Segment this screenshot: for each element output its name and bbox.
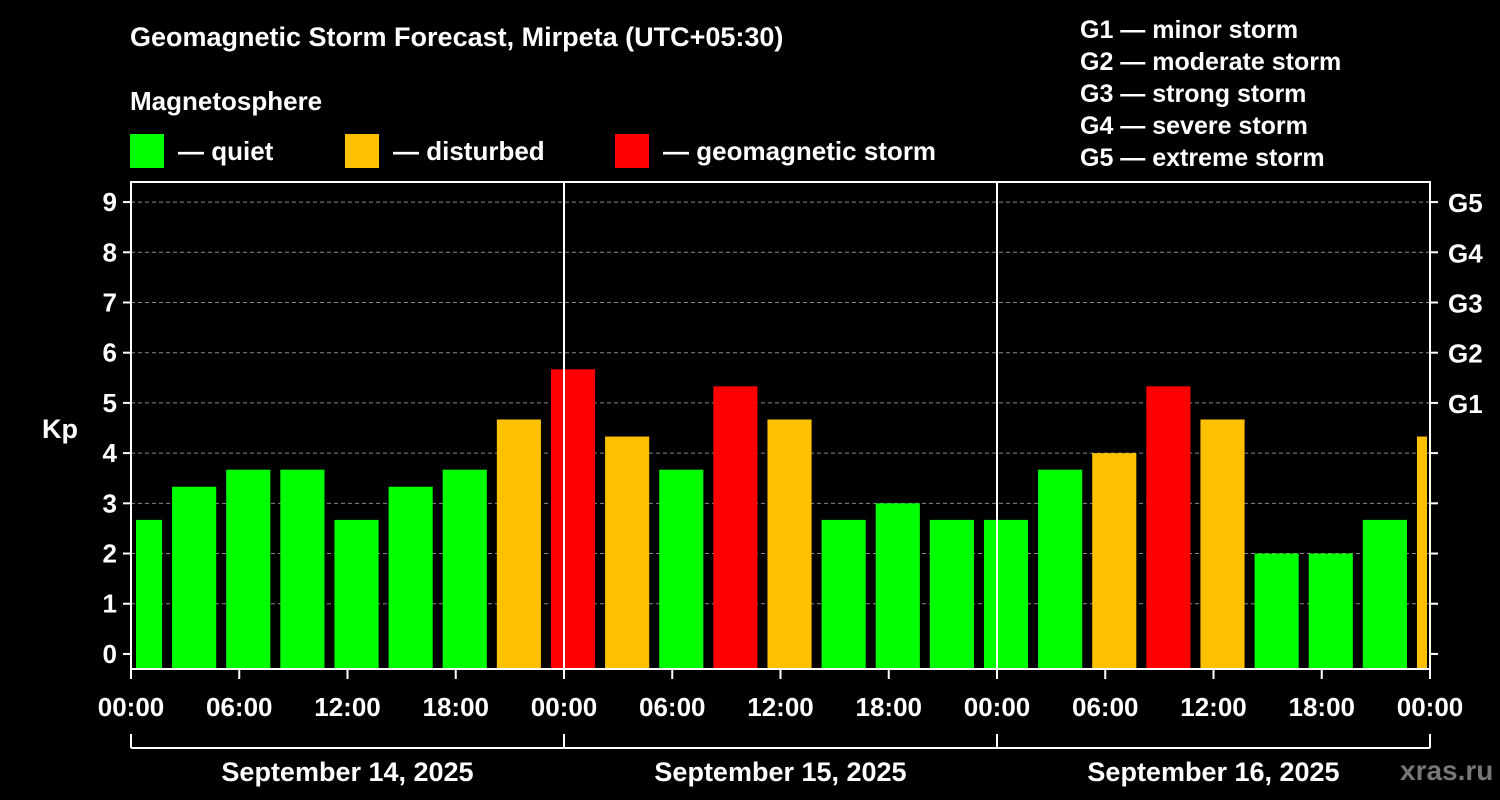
day-label-1: September 15, 2025 [654,757,906,787]
kp-bar-1 [172,486,217,669]
kp-bar-23 [1362,519,1407,669]
y-tick-label-1: 1 [103,589,117,619]
g-scale-item-g3: G3 — strong storm [1080,80,1307,108]
kp-bar-6 [442,469,487,669]
kp-bar-16 [983,519,1029,669]
y-tick-label-2: 2 [103,539,117,569]
y-tick-label-9: 9 [103,187,117,217]
g-scale-item-g2: G2 — moderate storm [1080,48,1342,76]
legend-heading: Magnetosphere [130,86,323,116]
legend-disturbed-label: — disturbed [393,135,545,166]
g-tick-label-g1: G1 [1448,389,1483,419]
kp-bar-4 [334,519,379,669]
x-tick-label-11: 18:00 [1289,692,1356,722]
g-tick-label-g2: G2 [1448,339,1483,369]
x-tick-label-0: 00:00 [98,692,165,722]
x-tick-label-7: 18:00 [856,692,923,722]
kp-bar-0 [136,519,163,669]
kp-bar-14 [875,503,920,669]
y-tick-label-8: 8 [103,237,117,267]
legend-disturbed-swatch [345,134,379,168]
x-tick-label-1: 06:00 [206,692,273,722]
kp-bar-21 [1254,553,1299,669]
kp-bar-17 [1038,469,1083,669]
g-scale-item-g5: G5 — extreme storm [1080,144,1325,172]
g-scale-item-g4: G4 — severe storm [1080,112,1308,140]
legend-quiet: — quiet [130,134,273,168]
kp-bar-19 [1146,386,1191,669]
g-tick-label-g5: G5 [1448,188,1483,218]
y-tick-label-0: 0 [103,639,117,669]
y-tick-label-3: 3 [103,488,117,518]
kp-bar-11 [713,386,758,669]
kp-bar-22 [1308,553,1353,669]
kp-bar-18 [1092,453,1137,669]
kp-bar-12 [767,419,812,669]
x-tick-label-6: 12:00 [747,692,814,722]
kp-bar-3 [280,469,325,669]
x-tick-label-2: 12:00 [314,692,381,722]
kp-bar-8 [550,369,596,669]
x-tick-label-5: 06:00 [639,692,706,722]
legend-disturbed: — disturbed [345,134,545,168]
y-tick-label-4: 4 [103,438,118,468]
y-tick-label-5: 5 [103,388,117,418]
y-tick-label-6: 6 [103,338,117,368]
legend-quiet-swatch [130,134,164,168]
watermark: xras.ru [1400,755,1494,786]
legend-quiet-label: — quiet [178,135,274,166]
g-scale-item-g1: G1 — minor storm [1080,16,1299,44]
kp-bar-5 [388,486,433,669]
x-tick-label-3: 18:00 [423,692,490,722]
x-tick-label-4: 00:00 [531,692,598,722]
kp-bar-2 [226,469,271,669]
kp-bar-13 [821,519,866,669]
legend-storm: — geomagnetic storm [615,134,936,168]
day-label-2: September 16, 2025 [1087,757,1339,787]
legend-storm-label: — geomagnetic storm [663,135,937,166]
x-tick-label-9: 06:00 [1072,692,1139,722]
y-axis-label: Kp [42,414,78,444]
x-tick-label-8: 00:00 [964,692,1031,722]
g-scale-list: G1 — minor storm G2 — moderate storm G3 … [1080,14,1341,174]
chart-title: Geomagnetic Storm Forecast, Mirpeta (UTC… [130,22,784,52]
g-tick-label-g4: G4 [1448,238,1483,268]
kp-bar-20 [1200,419,1245,669]
kp-bar-7 [496,419,541,669]
x-tick-label-12: 00:00 [1397,692,1464,722]
kp-bar-24 [1416,436,1427,669]
day-label-0: September 14, 2025 [221,757,473,787]
x-tick-label-10: 12:00 [1180,692,1247,722]
kp-bar-10 [659,469,704,669]
legend-storm-swatch [615,134,649,168]
g-tick-label-g3: G3 [1448,288,1483,318]
y-tick-label-7: 7 [103,287,117,317]
kp-bar-15 [929,519,974,669]
kp-bar-9 [605,436,650,669]
